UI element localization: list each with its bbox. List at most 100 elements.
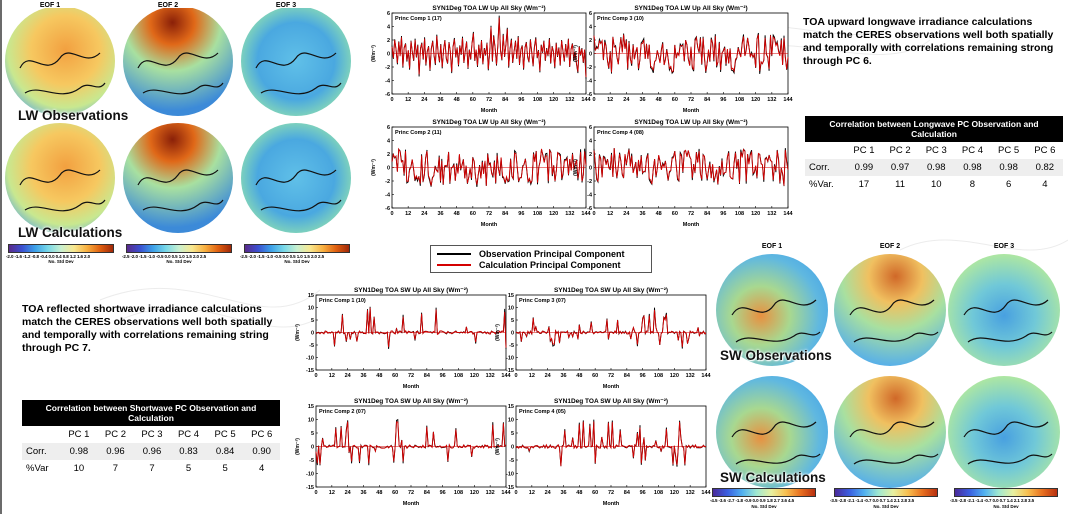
x-tick-label: 72	[408, 373, 414, 379]
chart-title: SYN1Deg TOA LW Up All Sky (Wm⁻²)	[432, 5, 545, 12]
x-tick-label: 12	[329, 490, 335, 496]
chart-subtitle: Princ Comp 1 (17)	[395, 16, 442, 22]
observation-series-line	[593, 32, 789, 75]
y-tick-label: 0	[589, 166, 592, 172]
y-axis-label: (Wm⁻²)	[495, 324, 501, 341]
chart-title: SYN1Deg TOA SW Up All Sky (Wm⁻²)	[354, 398, 468, 405]
chart-svg: SYN1Deg TOA LW Up All Sky (Wm⁻²) Princ Co…	[371, 5, 592, 114]
y-tick-label: -10	[306, 356, 314, 362]
lw-table-title: Correlation between Longwave PC Observat…	[805, 116, 1063, 142]
lw-cell: 17	[845, 176, 883, 193]
x-tick-label: 36	[639, 211, 645, 217]
x-tick-label: 60	[672, 97, 678, 103]
chart-title: SYN1Deg TOA SW Up All Sky (Wm⁻²)	[554, 287, 668, 294]
y-axis-label: (Wm⁻²)	[495, 438, 501, 455]
lw-pc2-chart: SYN1Deg TOA LW Up All Sky (Wm⁻²) Princ Co…	[370, 116, 592, 228]
sw-cell: 4	[243, 460, 280, 477]
y-tick-label: 15	[508, 293, 514, 299]
x-axis-label: Month	[481, 222, 498, 228]
sw-calc-eof3-map	[948, 376, 1060, 488]
x-tick-label: 72	[688, 97, 694, 103]
x-axis-label: Month	[683, 222, 700, 228]
sw-cell: 5	[170, 460, 207, 477]
x-tick-label: 144	[701, 490, 711, 496]
x-tick-label: 120	[549, 97, 558, 103]
x-tick-label: 84	[424, 373, 431, 379]
lw-pc4-chart: SYN1Deg TOA LW Up All Sky (Wm⁻²) Princ Co…	[572, 116, 794, 228]
y-axis-label: (Wm⁻²)	[573, 159, 579, 176]
y-tick-label: 10	[508, 306, 514, 312]
lw-colorbar-3-unit: No. Std Dev	[284, 259, 310, 264]
x-tick-label: 0	[314, 490, 317, 496]
y-tick-label: -6	[587, 206, 592, 212]
y-tick-label: -2	[587, 179, 592, 185]
x-tick-label: 60	[392, 373, 398, 379]
legend-calc-swatch	[437, 263, 471, 266]
sw-description: TOA reflected shortwave irradiance calcu…	[22, 303, 273, 354]
x-tick-label: 144	[581, 211, 591, 217]
x-tick-label: 132	[486, 490, 495, 496]
y-axis-label: (Wm⁻²)	[295, 324, 301, 341]
x-tick-label: 36	[437, 97, 443, 103]
sw-col-header: PC 4	[170, 426, 207, 443]
calculation-series-line	[593, 148, 789, 186]
lw-cell: 11	[882, 176, 919, 193]
x-tick-label: 84	[424, 490, 431, 496]
lw-cell: 10	[918, 176, 955, 193]
sw-pc2-chart: SYN1Deg TOA SW Up All Sky (Wm⁻²) Princ Co…	[294, 395, 512, 507]
x-tick-label: 72	[688, 211, 694, 217]
calculation-series-line	[515, 309, 707, 348]
lw-colorbar-1-unit: No. Std Dev	[48, 259, 74, 264]
lw-row-label: Corr.	[805, 159, 846, 176]
y-axis-label: (Wm⁻²)	[371, 45, 377, 62]
x-tick-label: 0	[592, 211, 595, 217]
x-tick-label: 12	[405, 97, 411, 103]
sw-coastlines	[731, 299, 1053, 465]
lw-col-header: PC 5	[990, 142, 1027, 159]
x-axis-label: Month	[603, 501, 620, 507]
x-tick-label: 144	[581, 97, 591, 103]
lw-calc-eof3-map	[241, 123, 351, 233]
sw-cell: 7	[133, 460, 171, 477]
y-tick-label: -15	[506, 368, 514, 374]
chart-subtitle: Princ Comp 3 (07)	[519, 298, 566, 304]
x-axis-label: Month	[403, 501, 420, 507]
sw-cell: 0.98	[60, 443, 98, 460]
calculation-series-line	[593, 34, 789, 73]
chart-svg: SYN1Deg TOA LW Up All Sky (Wm⁻²) Princ Co…	[573, 119, 794, 228]
x-tick-label: 0	[390, 211, 393, 217]
x-tick-label: 48	[454, 211, 460, 217]
x-tick-label: 108	[454, 373, 463, 379]
x-tick-label: 72	[608, 490, 614, 496]
y-tick-label: -15	[306, 368, 314, 374]
x-tick-label: 120	[470, 490, 479, 496]
x-axis-label: Month	[683, 108, 700, 114]
lw-cell: 0.98	[918, 159, 955, 176]
chart-subtitle: Princ Comp 2 (11)	[395, 130, 442, 136]
sw-colorbar-3-ticks: -3.5 -2.8 -2.1 -1.4 -0.7 0.0 0.7 1.4 2.1…	[950, 498, 1035, 503]
chart-svg: SYN1Deg TOA LW Up All Sky (Wm⁻²) Princ Co…	[371, 119, 592, 228]
lw-eof-panel: EOF 1 EOF 2 EOF 3 LW Observations LW Cal…	[0, 0, 370, 272]
y-axis-label: (Wm⁻²)	[295, 438, 301, 455]
y-tick-label: 0	[589, 52, 592, 58]
x-tick-label: 36	[360, 490, 366, 496]
sw-colorbar-1	[712, 488, 816, 497]
lw-col-header: PC 4	[954, 142, 991, 159]
calculation-series-line	[391, 147, 587, 186]
lw-row-label: %Var.	[805, 176, 846, 193]
lw-cell: 4	[1026, 176, 1063, 193]
legend-obs-row: Observation Principal Component	[437, 248, 645, 259]
y-tick-label: 5	[511, 431, 514, 437]
y-tick-label: -5	[309, 458, 314, 464]
sw-colorbar-3	[954, 488, 1058, 497]
lw-calculations-label: LW Calculations	[18, 225, 123, 240]
y-tick-label: 4	[589, 25, 593, 31]
x-tick-label: 96	[518, 97, 524, 103]
lw-colorbar-2	[126, 244, 232, 253]
x-tick-label: 84	[624, 490, 631, 496]
sw-cell: 0.90	[243, 443, 280, 460]
y-tick-label: -15	[306, 485, 314, 491]
x-tick-label: 144	[783, 211, 793, 217]
x-tick-label: 132	[767, 97, 776, 103]
y-tick-label: -4	[587, 79, 593, 85]
